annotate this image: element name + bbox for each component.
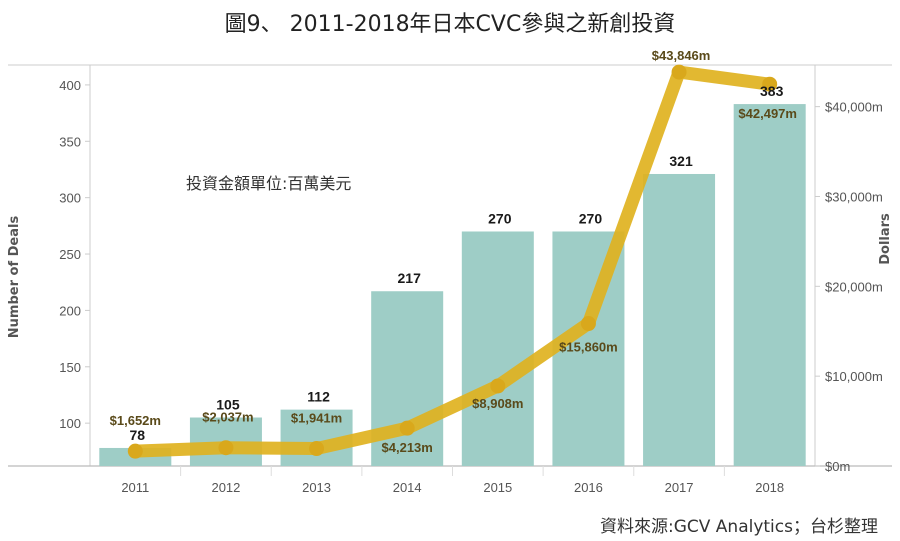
dollar-point-2015: [490, 378, 506, 394]
unit-note: 投資金額單位:百萬美元: [186, 174, 352, 193]
left-tick-label-350: 350: [59, 134, 81, 149]
deal-count-label-2016: 270: [579, 210, 603, 226]
left-tick-label-400: 400: [59, 78, 81, 93]
dollar-point-2014: [399, 420, 415, 436]
right-tick-label-10000: $10,000m: [825, 369, 883, 384]
deal-count-label-2013: 112: [307, 389, 330, 405]
dollar-label-2012: $2,037m: [202, 410, 253, 425]
x-tick-label-2015: 2015: [483, 480, 512, 495]
x-tick-label-2013: 2013: [302, 480, 331, 495]
dollars-line: [128, 65, 777, 458]
right-axis-title: Dollars: [878, 213, 893, 265]
dollar-point-2017: [671, 64, 687, 80]
dollar-label-2011: $1,652m: [110, 413, 161, 428]
left-axis-title: Number of Deals: [7, 216, 22, 339]
source-note: 資料來源:GCV Analytics；台杉整理: [599, 517, 878, 537]
dollar-point-2018: [762, 76, 778, 92]
bar-2018: [733, 104, 806, 467]
x-tick-label-2011: 2011: [121, 480, 149, 495]
x-tick-label-2016: 2016: [574, 480, 603, 495]
data-labels: 78 105 112 217 270 270 321 383 $1,652m $2,037m $1,…: [110, 48, 797, 455]
x-tick-label-2018: 2018: [755, 480, 784, 495]
left-tick-label-300: 300: [59, 191, 81, 206]
dollar-label-2014: $4,213m: [382, 440, 433, 455]
right-tick-label-30000: $30,000m: [825, 189, 883, 204]
left-tick-label-100: 100: [59, 416, 81, 431]
dollar-point-2011: [127, 443, 143, 459]
dollar-point-2012: [218, 440, 234, 456]
deal-count-label-2014: 217: [398, 270, 422, 286]
bar-2015: [461, 231, 534, 466]
left-tick-label-150: 150: [59, 360, 81, 375]
deal-count-label-2018: 383: [760, 83, 784, 99]
x-tick-label-2017: 2017: [665, 480, 694, 495]
left-tick-label-250: 250: [59, 247, 81, 262]
dollar-label-2013: $1,941m: [291, 411, 342, 426]
dollar-label-2016: $15,860m: [559, 340, 618, 355]
dollar-point-2013: [309, 441, 325, 457]
dollar-label-2015: $8,908m: [472, 396, 523, 411]
right-tick-label-20000: $20,000m: [825, 279, 883, 294]
dollar-label-2017: $43,846m: [652, 48, 711, 63]
left-tick-label-200: 200: [59, 303, 81, 318]
axes: 100 150 200 250 300 350 400 $0m $10,000m $20,000m…: [7, 78, 893, 495]
deal-count-label-2012: 105: [216, 397, 240, 413]
bar-2017: [643, 173, 716, 466]
x-tick-label-2014: 2014: [393, 480, 422, 495]
right-tick-label-40000: $40,000m: [825, 100, 883, 115]
deal-count-label-2015: 270: [488, 210, 512, 226]
dollar-point-2016: [580, 316, 596, 332]
deal-count-label-2011: 78: [130, 427, 146, 443]
line-series: [127, 64, 778, 459]
dollar-label-2018: $42,497m: [738, 106, 797, 121]
x-tick-label-2012: 2012: [211, 480, 240, 495]
deal-count-label-2017: 321: [669, 153, 693, 169]
chart-title: 圖9、 2011-2018年日本CVC參與之新創投資: [224, 12, 676, 37]
right-tick-label-0: $0m: [825, 459, 850, 474]
